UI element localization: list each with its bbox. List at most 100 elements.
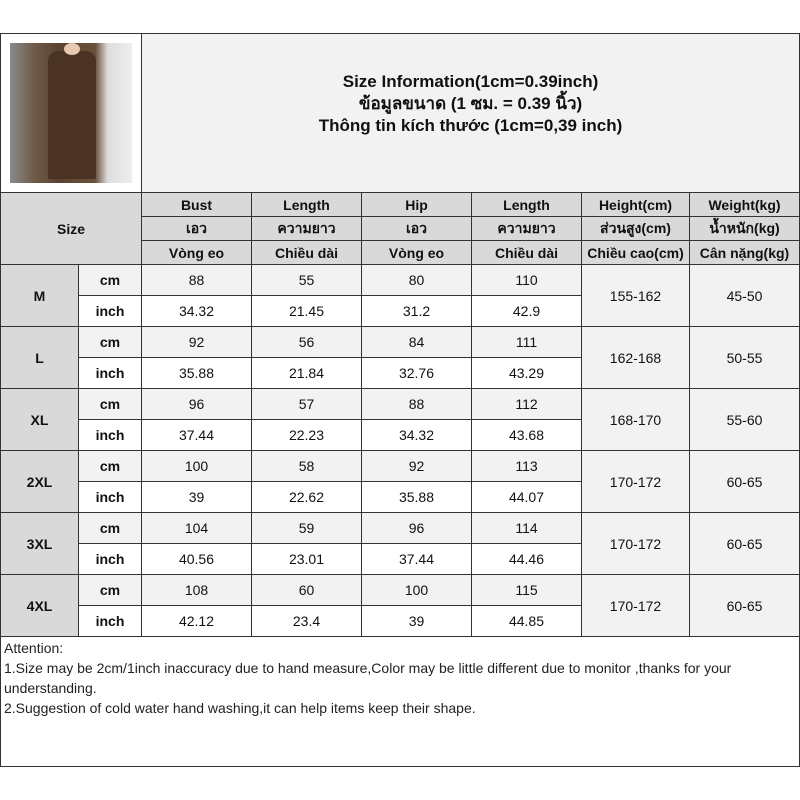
measurement-cell: 35.88	[361, 481, 472, 513]
table-row: inch 35.88 21.84 32.76 43.29	[1, 357, 800, 389]
measurement-cell: 44.46	[471, 543, 582, 575]
measurement-cell: 43.68	[471, 419, 582, 451]
product-photo	[10, 43, 132, 183]
column-header-vi: Vòng eo	[141, 240, 252, 265]
title-thai: ข้อมูลขนาด (1 ซม. = 0.39 นิ้ว)	[358, 94, 583, 113]
title-vietnamese: Thông tin kích thước (1cm=0,39 inch)	[318, 116, 623, 135]
measurement-cell: 39	[141, 481, 252, 513]
column-header-en: Weight(kg)	[688, 192, 800, 217]
weight-range: 45-50	[688, 264, 800, 327]
height-range: 170-172	[581, 450, 690, 513]
table-row: 3XL cm 104 59 96 114 170-172 60-65	[0, 512, 800, 575]
weight-range: 55-60	[688, 388, 800, 451]
table-row: 4XL cm 108 60 100 115 170-172 60-65	[0, 574, 800, 637]
unit-label: inch	[78, 419, 142, 451]
measurement-cell: 112	[471, 388, 582, 420]
height-range: 155-162	[581, 264, 690, 327]
unit-label: inch	[78, 605, 142, 637]
measurement-cell: 59	[251, 512, 362, 544]
attention-note-2: 2.Suggestion of cold water hand washing,…	[4, 700, 476, 716]
measurement-cell: 92	[141, 326, 252, 358]
column-header-vi: Chiều cao(cm)	[581, 240, 690, 265]
column-header-en: Length	[471, 192, 582, 217]
measurement-cell: 37.44	[141, 419, 252, 451]
column-header-th: เอว	[361, 216, 472, 241]
measurement-cell: 37.44	[361, 543, 472, 575]
column-header-th: น้ำหนัก(kg)	[688, 216, 800, 241]
measurement-cell: 110	[471, 264, 582, 296]
measurement-cell: 22.62	[251, 481, 362, 513]
measurement-cell: 44.85	[471, 605, 582, 637]
size-label: 2XL	[0, 450, 79, 513]
weight-range: 50-55	[688, 326, 800, 389]
table-row: inch 37.44 22.23 34.32 43.68	[1, 419, 800, 451]
measurement-cell: 80	[361, 264, 472, 296]
measurement-cell: 88	[361, 388, 472, 420]
weight-range: 60-65	[688, 512, 800, 575]
measurement-cell: 32.76	[361, 357, 472, 389]
size-label: XL	[0, 388, 79, 451]
size-info-title: Size Information(1cm=0.39inch) ข้อมูลขนา…	[140, 33, 800, 193]
measurement-cell: 60	[251, 574, 362, 606]
measurement-cell: 22.23	[251, 419, 362, 451]
column-header-en: Length	[251, 192, 362, 217]
measurement-cell: 96	[361, 512, 472, 544]
weight-range: 60-65	[688, 574, 800, 637]
attention-note-1: 1.Size may be 2cm/1inch inaccuracy due t…	[4, 660, 732, 696]
unit-label: cm	[78, 388, 142, 420]
measurement-cell: 96	[141, 388, 252, 420]
height-range: 162-168	[581, 326, 690, 389]
column-header-en: Hip	[361, 192, 472, 217]
attention-notes: Attention: 1.Size may be 2cm/1inch inacc…	[0, 636, 800, 767]
measurement-cell: 108	[141, 574, 252, 606]
attention-heading: Attention:	[4, 640, 64, 656]
height-range: 170-172	[581, 574, 690, 637]
measurement-cell: 92	[361, 450, 472, 482]
unit-label: cm	[78, 450, 142, 482]
column-header-th: ส่วนสูง(cm)	[581, 216, 690, 241]
column-header-vi: Cân nặng(kg)	[688, 240, 800, 265]
measurement-cell: 55	[251, 264, 362, 296]
size-label: M	[0, 264, 79, 327]
size-header: Size	[0, 192, 142, 265]
table-row: inch 42.12 23.4 39 44.85	[1, 605, 800, 637]
column-header-vi: Chiều dài	[471, 240, 582, 265]
height-range: 170-172	[581, 512, 690, 575]
unit-label: inch	[78, 357, 142, 389]
product-image-cell	[0, 33, 142, 193]
measurement-cell: 114	[471, 512, 582, 544]
unit-label: cm	[78, 574, 142, 606]
size-table: Size Information(1cm=0.39inch) ข้อมูลขนา…	[0, 33, 800, 637]
size-label: 3XL	[0, 512, 79, 575]
column-header-vi: Vòng eo	[361, 240, 472, 265]
unit-label: inch	[78, 295, 142, 327]
table-row: inch 34.32 21.45 31.2 42.9	[1, 295, 800, 327]
table-row: 2XL cm 100 58 92 113 170-172 60-65	[0, 450, 800, 513]
measurement-cell: 31.2	[361, 295, 472, 327]
table-row: inch 39 22.62 35.88 44.07	[1, 481, 800, 513]
unit-label: cm	[78, 264, 142, 296]
measurement-cell: 58	[251, 450, 362, 482]
size-label: L	[0, 326, 79, 389]
measurement-cell: 35.88	[141, 357, 252, 389]
measurement-cell: 42.9	[471, 295, 582, 327]
column-header-th: ความยาว	[251, 216, 362, 241]
measurement-cell: 23.4	[251, 605, 362, 637]
title-english: Size Information(1cm=0.39inch)	[342, 72, 599, 91]
measurement-cell: 56	[251, 326, 362, 358]
table-row: inch 40.56 23.01 37.44 44.46	[1, 543, 800, 575]
column-header-vi: Chiều dài	[251, 240, 362, 265]
size-label: 4XL	[0, 574, 79, 637]
measurement-cell: 115	[471, 574, 582, 606]
measurement-cell: 111	[471, 326, 582, 358]
measurement-cell: 44.07	[471, 481, 582, 513]
measurement-cell: 21.84	[251, 357, 362, 389]
measurement-cell: 34.32	[141, 295, 252, 327]
size-chart: Size Information(1cm=0.39inch) ข้อมูลขนา…	[0, 33, 800, 637]
unit-label: cm	[78, 512, 142, 544]
column-header-th: เอว	[141, 216, 252, 241]
unit-label: inch	[78, 481, 142, 513]
measurement-cell: 100	[361, 574, 472, 606]
